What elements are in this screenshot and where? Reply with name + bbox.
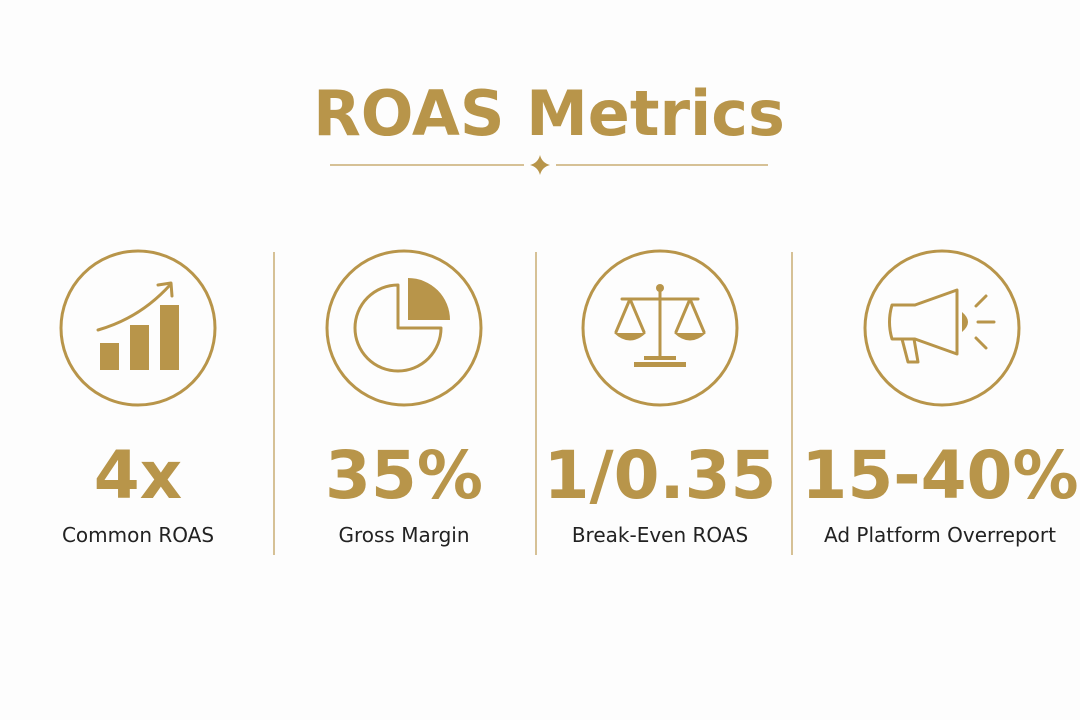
metric: 15-40% Ad Platform Overreport bbox=[801, 437, 1078, 547]
metric: 35% Gross Margin bbox=[325, 437, 483, 547]
metric-label: Gross Margin bbox=[338, 523, 469, 547]
metric-value: 35% bbox=[325, 437, 483, 514]
metric-label: Ad Platform Overreport bbox=[824, 523, 1056, 547]
column-dividers bbox=[273, 252, 793, 555]
metric-label: Common ROAS bbox=[62, 523, 214, 547]
metric: 4x Common ROAS bbox=[62, 437, 214, 547]
title: ROAS Metrics bbox=[313, 77, 785, 150]
metric: 1/0.35 Break-Even ROAS bbox=[544, 437, 777, 547]
metric-label: Break-Even ROAS bbox=[572, 523, 748, 547]
metric-value: 15-40% bbox=[801, 437, 1078, 514]
metric-value: 1/0.35 bbox=[544, 437, 777, 514]
metric-value: 4x bbox=[94, 437, 183, 514]
icon-scales bbox=[581, 249, 739, 407]
icon-pie bbox=[325, 249, 483, 407]
title-divider bbox=[330, 155, 768, 175]
icon-megaphone bbox=[863, 249, 1021, 407]
icon-growth bbox=[59, 249, 217, 407]
